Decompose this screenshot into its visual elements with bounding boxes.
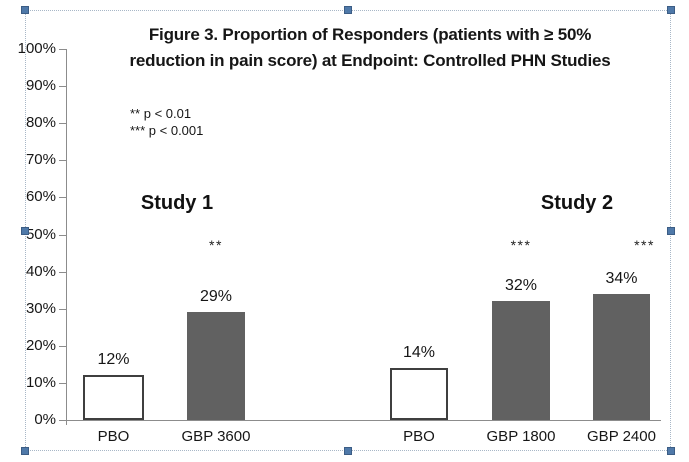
chart-title-line-2: reduction in pain score) at Endpoint: Co… bbox=[129, 51, 611, 70]
y-tick-10 bbox=[59, 382, 66, 384]
y-tick-label-60: 60% bbox=[25, 188, 56, 206]
bar-study-2-gbp-2400 bbox=[593, 293, 650, 420]
significance-legend: ** p < 0.01 *** p < 0.001 bbox=[130, 105, 203, 139]
significance-marker-study-1-gbp-3600: ** bbox=[209, 237, 223, 253]
significance-marker-study-2-gbp-1800: *** bbox=[510, 237, 532, 253]
selection-handle-top-center[interactable] bbox=[344, 6, 352, 14]
y-tick-100 bbox=[59, 49, 66, 50]
selection-handle-middle-right[interactable] bbox=[667, 226, 675, 235]
bar-value-label-study-1-gbp-3600: 29% bbox=[199, 288, 233, 306]
y-tick-label-70: 70% bbox=[25, 151, 56, 169]
y-axis-line bbox=[66, 49, 67, 425]
y-tick-label-20: 20% bbox=[25, 336, 56, 354]
y-tick-90 bbox=[59, 86, 66, 88]
y-tick-40 bbox=[59, 271, 66, 273]
bar-value-label-study-2-pbo: 14% bbox=[402, 344, 436, 362]
y-tick-60 bbox=[59, 197, 66, 199]
category-label-study-1-gbp-3600: GBP 3600 bbox=[181, 428, 251, 445]
significance-legend-line-1: ** p < 0.01 bbox=[130, 106, 192, 121]
y-tick-30 bbox=[59, 308, 66, 310]
y-tick-label-30: 30% bbox=[25, 299, 56, 317]
significance-marker-study-2-gbp-2400: *** bbox=[634, 237, 655, 253]
y-tick-20 bbox=[59, 345, 66, 347]
selection-handle-middle-left[interactable] bbox=[21, 226, 29, 235]
selection-handle-bottom-left[interactable] bbox=[21, 447, 29, 455]
y-tick-80 bbox=[59, 123, 66, 125]
y-tick-label-90: 90% bbox=[25, 77, 56, 95]
y-tick-label-50: 50% bbox=[25, 225, 56, 243]
bar-value-label-study-2-gbp-2400: 34% bbox=[605, 269, 638, 287]
category-label-study-1-pbo: PBO bbox=[97, 428, 130, 445]
category-label-study-2-pbo: PBO bbox=[403, 428, 435, 445]
bar-study-2-pbo bbox=[390, 368, 448, 420]
chart-title: Figure 3. Proportion of Responders (pati… bbox=[60, 22, 680, 74]
y-tick-0 bbox=[59, 420, 66, 421]
y-tick-50 bbox=[59, 234, 66, 236]
bar-study-1-gbp-3600 bbox=[187, 312, 245, 420]
selection-border bbox=[25, 10, 671, 451]
selection-handle-bottom-right[interactable] bbox=[667, 447, 675, 455]
group-label-study-2: Study 2 bbox=[540, 192, 614, 214]
bar-study-1-pbo bbox=[83, 375, 144, 420]
y-tick-70 bbox=[59, 160, 66, 162]
y-tick-label-10: 10% bbox=[25, 373, 56, 391]
significance-legend-line-2: *** p < 0.001 bbox=[130, 123, 204, 138]
bar-value-label-study-1-pbo: 12% bbox=[97, 351, 130, 369]
y-tick-label-100: 100% bbox=[17, 40, 56, 57]
y-tick-label-80: 80% bbox=[25, 114, 56, 132]
bar-value-label-study-2-gbp-1800: 32% bbox=[504, 277, 538, 295]
x-axis-line bbox=[66, 420, 661, 421]
selection-handle-top-left[interactable] bbox=[21, 6, 29, 14]
category-label-study-2-gbp-2400: GBP 2400 bbox=[587, 428, 656, 445]
selection-handle-top-right[interactable] bbox=[667, 6, 675, 14]
group-label-study-1: Study 1 bbox=[140, 192, 214, 214]
selection-handle-bottom-center[interactable] bbox=[344, 447, 352, 455]
bar-study-2-gbp-1800 bbox=[492, 301, 550, 420]
y-tick-label-40: 40% bbox=[25, 262, 56, 280]
y-tick-label-0: 0% bbox=[34, 411, 56, 428]
category-label-study-2-gbp-1800: GBP 1800 bbox=[486, 428, 556, 445]
chart-title-line-1: Figure 3. Proportion of Responders (pati… bbox=[148, 25, 592, 44]
